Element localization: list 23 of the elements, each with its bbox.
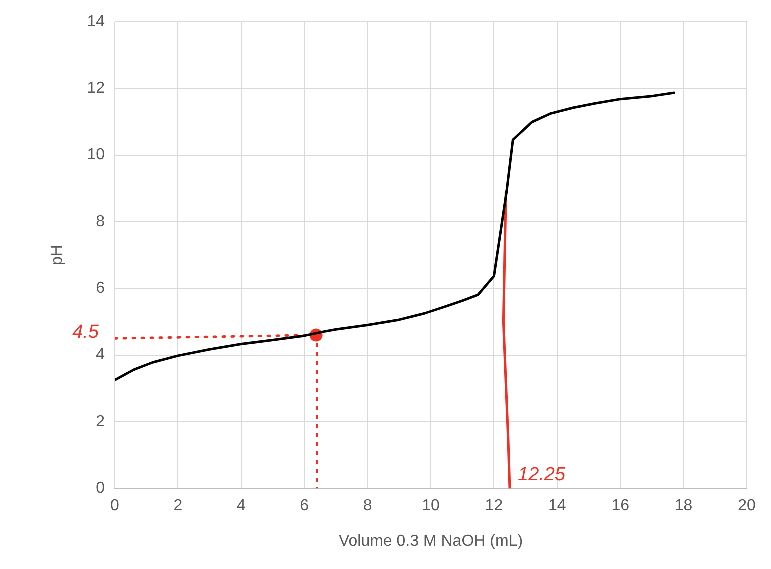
annotation: 12.25 [518, 464, 566, 486]
annotation: 4.5 [72, 322, 100, 343]
x-tick-label: 0 [110, 498, 120, 515]
x-axis-title: Volume 0.3 M NaOH (mL) [338, 532, 524, 550]
x-tick-label: 8 [363, 498, 372, 515]
y-tick-label: 8 [96, 213, 106, 230]
x-tick-label: 14 [548, 498, 566, 515]
y-tick-label: 10 [87, 146, 106, 164]
y-tick-label: 0 [96, 480, 106, 498]
x-tick-label: 2 [174, 498, 183, 515]
x-tick-label: 16 [612, 498, 630, 515]
y-tick-label: 4 [96, 346, 106, 364]
y-axis-title: pH [49, 245, 66, 266]
x-tick-label: 12 [485, 498, 504, 515]
y-tick-label: 12 [87, 80, 106, 98]
x-tick-label: 4 [236, 498, 246, 515]
y-tick-label: 6 [96, 280, 106, 298]
x-tick-label: 18 [674, 498, 693, 515]
x-tick-label: 6 [300, 498, 310, 515]
x-tick-label: 10 [422, 498, 440, 515]
y-tick-label: 14 [87, 13, 106, 30]
x-tick-label: 20 [738, 498, 756, 515]
y-tick-label: 2 [96, 413, 106, 430]
